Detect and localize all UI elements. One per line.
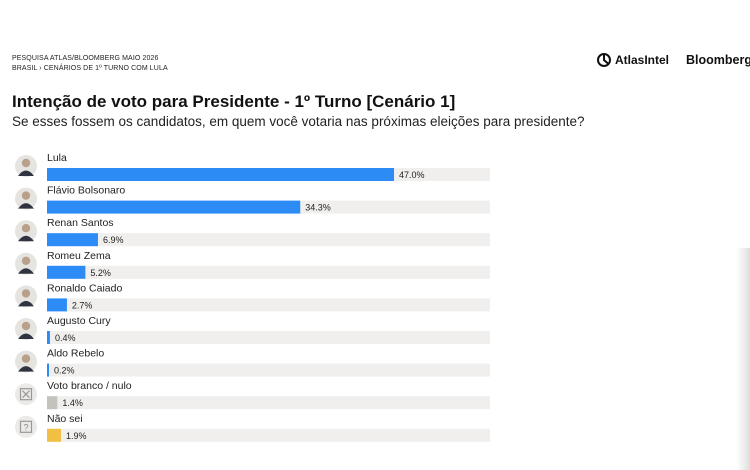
atlasintel-icon bbox=[597, 53, 611, 67]
value-label: 1.4% bbox=[62, 398, 83, 408]
bar-track bbox=[47, 298, 490, 312]
bar-track bbox=[47, 331, 490, 344]
atlasintel-wordmark: AtlasIntel bbox=[615, 53, 670, 67]
bar-row: Flávio Bolsonaro 34.3% bbox=[15, 185, 490, 214]
bar-row: Romeu Zema 5.2% bbox=[15, 250, 490, 279]
person-photo-icon bbox=[15, 285, 37, 308]
value-label: 2.7% bbox=[72, 300, 93, 310]
unknown-question-icon: ? bbox=[15, 415, 37, 438]
bar bbox=[47, 331, 50, 344]
bar-track bbox=[47, 265, 490, 279]
bar-row: Lula 47.0% bbox=[15, 152, 490, 181]
blank-null-vote-icon bbox=[15, 383, 37, 406]
candidate-label: Ronaldo Caiado bbox=[47, 282, 122, 294]
source-caption: PESQUISA ATLAS/BLOOMBERG MAIO 2026 BRASI… bbox=[12, 54, 168, 74]
person-photo-icon bbox=[15, 318, 37, 340]
question-mark-glyph: ? bbox=[23, 422, 28, 432]
bar-track bbox=[47, 363, 490, 377]
bar bbox=[47, 396, 58, 410]
bar-row: Renan Santos 6.9% bbox=[15, 217, 490, 247]
bar-row: Aldo Rebelo 0.2% bbox=[15, 348, 490, 377]
value-label: 6.9% bbox=[103, 235, 124, 245]
candidate-label: Não sei bbox=[47, 413, 83, 425]
person-photo-icon bbox=[15, 155, 37, 177]
value-label: 5.2% bbox=[90, 268, 111, 278]
person-photo-icon bbox=[15, 220, 37, 243]
candidate-label: Augusto Cury bbox=[47, 315, 111, 327]
bar bbox=[47, 298, 67, 312]
value-label: 0.4% bbox=[55, 333, 76, 343]
bar bbox=[47, 200, 301, 214]
bar bbox=[47, 428, 62, 442]
candidate-label: Romeu Zema bbox=[47, 250, 111, 262]
value-label: 1.9% bbox=[66, 431, 87, 441]
value-label: 34.3% bbox=[305, 203, 331, 213]
bar-row: Augusto Cury 0.4% bbox=[15, 315, 490, 344]
source-line-scenario: BRASIL › CENÁRIOS DE 1º TURNO COM LULA bbox=[12, 65, 168, 72]
chart-title: Intenção de voto para Presidente - 1º Tu… bbox=[12, 92, 456, 111]
bar-row: Ronaldo Caiado 2.7% bbox=[15, 282, 490, 312]
bar-row: ? Não sei 1.9% bbox=[15, 413, 490, 442]
bar-track bbox=[47, 396, 490, 410]
bar bbox=[47, 168, 394, 181]
bloomberg-logo: Bloomberg bbox=[686, 53, 750, 67]
bar bbox=[47, 233, 98, 247]
side-panel-edge bbox=[736, 248, 750, 470]
value-label: 47.0% bbox=[399, 170, 425, 180]
source-line-survey: PESQUISA ATLAS/BLOOMBERG MAIO 2026 bbox=[12, 55, 159, 62]
value-label: 0.2% bbox=[54, 366, 75, 376]
bar-track bbox=[47, 428, 490, 442]
bar bbox=[47, 363, 49, 377]
bar-row: Voto branco / nulo 1.4% bbox=[15, 380, 490, 410]
bar bbox=[47, 265, 86, 279]
candidate-label: Aldo Rebelo bbox=[47, 348, 104, 360]
candidate-label: Flávio Bolsonaro bbox=[47, 185, 125, 197]
candidate-label: Lula bbox=[47, 152, 67, 164]
atlasintel-logo: AtlasIntel bbox=[597, 53, 669, 67]
candidate-label: Renan Santos bbox=[47, 217, 114, 229]
person-photo-icon bbox=[15, 350, 37, 373]
person-photo-icon bbox=[15, 252, 37, 275]
candidate-label: Voto branco / nulo bbox=[47, 380, 132, 392]
bar-track bbox=[47, 233, 490, 247]
person-photo-icon bbox=[15, 187, 37, 210]
chart-subtitle: Se esses fossem os candidatos, em quem v… bbox=[12, 114, 585, 129]
